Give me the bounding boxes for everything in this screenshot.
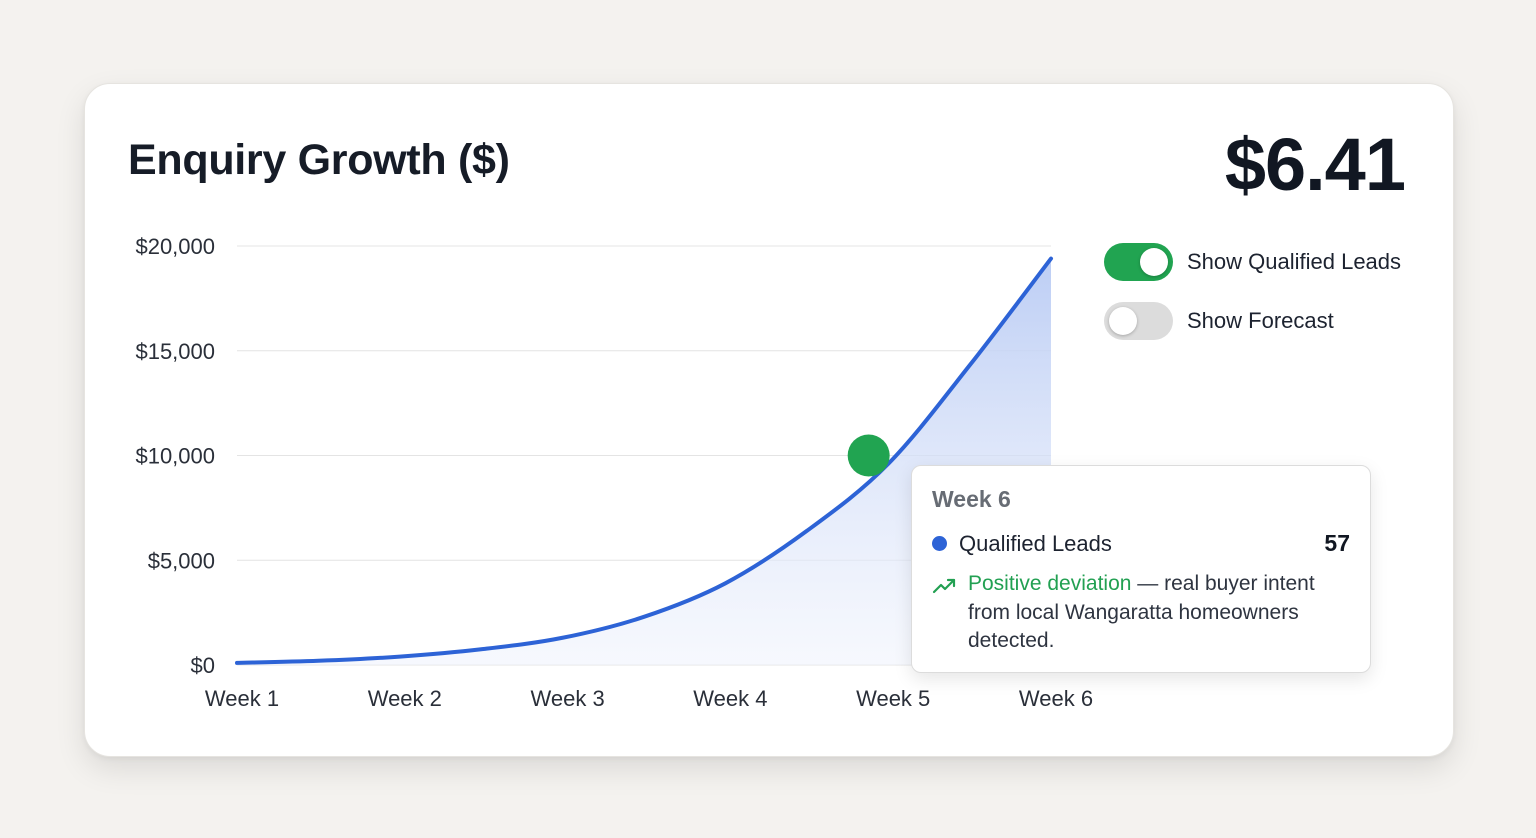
x-tick-label: Week 2 [368,686,442,711]
series-color-dot [932,536,947,551]
toggle-label-forecast: Show Forecast [1187,308,1334,333]
chart-tooltip: Week 6 Qualified Leads 57 Positive devia… [911,465,1371,673]
qualified-leads-area [237,258,1051,665]
x-tick-label: Week 6 [1019,686,1093,711]
tooltip-series-value: 57 [1324,530,1350,556]
switch-knob [1140,248,1168,276]
switch-knob [1109,307,1137,335]
y-tick-label: $15,000 [135,339,215,364]
forecast-switch[interactable] [1104,302,1173,340]
tooltip-note-body: — real buyer intent from local Wangaratt… [968,572,1315,652]
y-tick-label: $0 [191,653,215,678]
toggle-show-qualified-leads[interactable]: Show Qualified Leads [1104,243,1401,281]
toggle-show-forecast[interactable]: Show Forecast [1104,302,1334,340]
y-tick-label: $10,000 [135,444,215,469]
highlight-point-marker[interactable] [847,434,890,477]
x-tick-label: Week 4 [693,686,767,711]
y-tick-label: $5,000 [148,548,215,573]
positive-deviation-label: Positive deviation [968,572,1132,595]
chart-title: Enquiry Growth ($) [128,136,510,184]
toggle-label-qualified-leads: Show Qualified Leads [1187,249,1402,274]
headline-metric: $6.41 [1224,123,1406,206]
tooltip-note-text: Positive deviation — real buyer intent f… [968,570,1352,656]
tooltip-note: Positive deviation — real buyer intent f… [932,570,1352,656]
qualified-leads-switch[interactable] [1104,243,1173,281]
x-tick-label: Week 5 [856,686,930,711]
qualified-leads-line [235,256,1053,665]
y-tick-label: $20,000 [135,234,215,259]
tooltip-series-label: Qualified Leads [959,530,1112,556]
x-tick-label: Week 3 [531,686,605,711]
tooltip-series-row: Qualified Leads 57 [932,530,1350,557]
x-tick-label: Week 1 [205,686,279,711]
trending-up-icon [932,578,956,594]
tooltip-title: Week 6 [932,486,1011,512]
